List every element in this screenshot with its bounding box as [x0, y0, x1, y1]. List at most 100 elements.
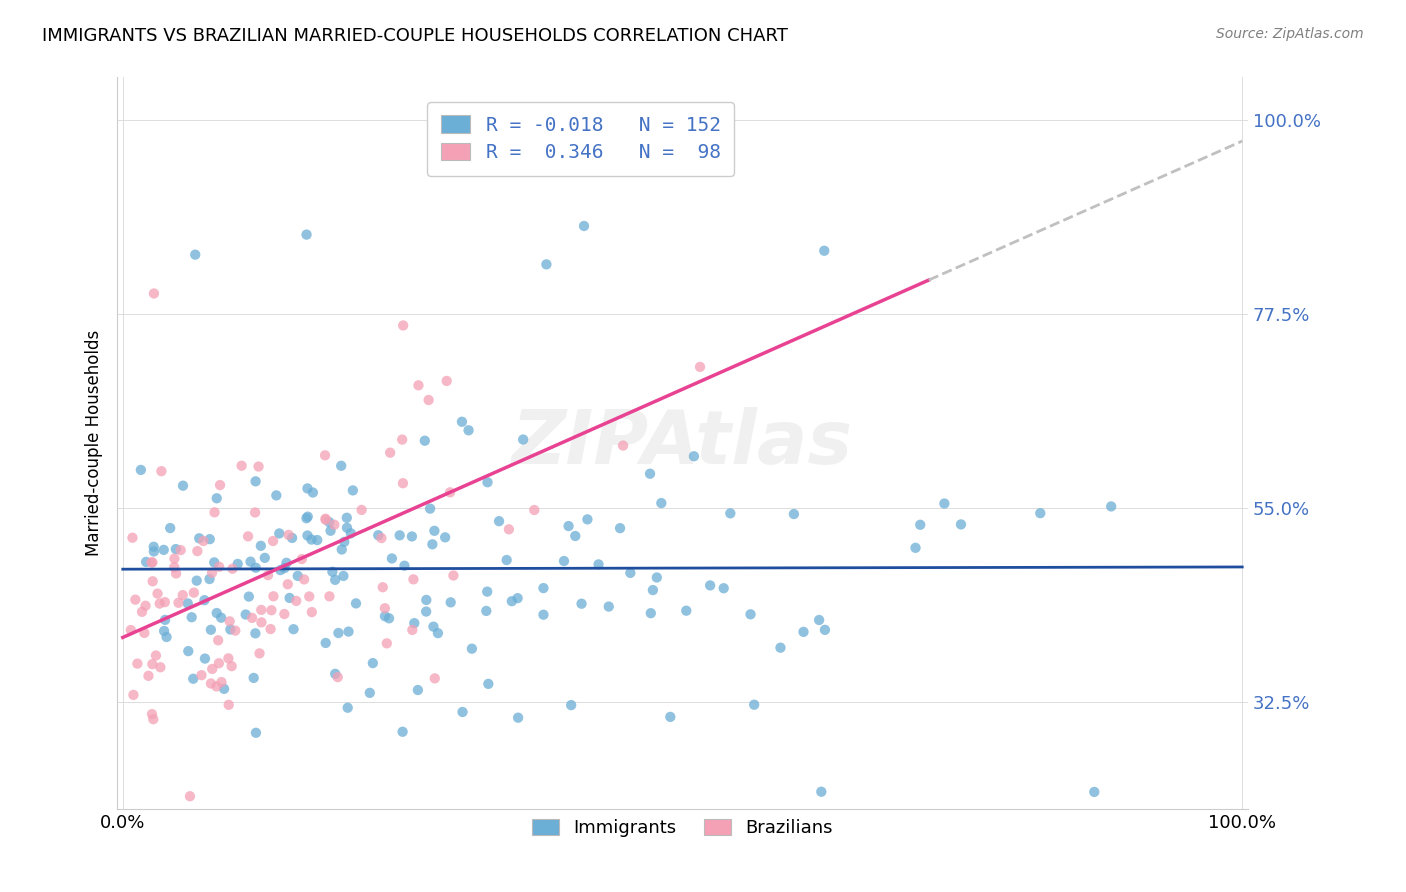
Point	[441, 568, 464, 582]
Text: ZIPAtlas: ZIPAtlas	[512, 407, 853, 480]
Point	[422, 537, 444, 551]
Point	[439, 485, 461, 500]
Point	[121, 531, 143, 545]
Point	[423, 672, 446, 686]
Point	[200, 623, 222, 637]
Point	[323, 517, 346, 532]
Point	[149, 660, 172, 674]
Point	[184, 247, 207, 261]
Point	[415, 593, 437, 607]
Point	[367, 528, 389, 542]
Point	[283, 622, 305, 636]
Point	[350, 503, 373, 517]
Point	[135, 555, 157, 569]
Point	[536, 257, 558, 271]
Point	[404, 616, 426, 631]
Point	[201, 662, 224, 676]
Point	[239, 555, 262, 569]
Point	[426, 626, 449, 640]
Point	[374, 601, 396, 615]
Point	[172, 478, 194, 492]
Point	[359, 686, 381, 700]
Point	[344, 596, 367, 610]
Point	[640, 606, 662, 620]
Point	[571, 597, 593, 611]
Legend: Immigrants, Brazilians: Immigrants, Brazilians	[524, 812, 841, 844]
Point	[394, 558, 416, 573]
Point	[269, 563, 291, 577]
Point	[689, 359, 711, 374]
Point	[440, 595, 463, 609]
Point	[501, 594, 523, 608]
Point	[219, 623, 242, 637]
Point	[326, 670, 349, 684]
Point	[141, 657, 163, 672]
Point	[641, 583, 664, 598]
Point	[163, 551, 186, 566]
Point	[235, 607, 257, 622]
Point	[152, 542, 174, 557]
Point	[315, 636, 337, 650]
Point	[740, 607, 762, 622]
Point	[167, 596, 190, 610]
Point	[209, 610, 232, 624]
Point	[718, 506, 741, 520]
Point	[330, 458, 353, 473]
Point	[508, 711, 530, 725]
Point	[153, 624, 176, 638]
Point	[298, 590, 321, 604]
Point	[742, 698, 765, 712]
Point	[218, 698, 240, 712]
Point	[315, 513, 337, 527]
Point	[149, 597, 172, 611]
Point	[330, 542, 353, 557]
Point	[477, 584, 499, 599]
Point	[475, 604, 498, 618]
Point	[278, 591, 301, 605]
Text: Source: ZipAtlas.com: Source: ZipAtlas.com	[1216, 27, 1364, 41]
Point	[683, 449, 706, 463]
Point	[461, 641, 484, 656]
Point	[319, 524, 342, 538]
Point	[231, 458, 253, 473]
Point	[186, 544, 208, 558]
Point	[269, 526, 291, 541]
Point	[141, 556, 163, 570]
Point	[297, 509, 319, 524]
Point	[378, 445, 401, 459]
Point	[120, 623, 142, 637]
Point	[142, 544, 165, 558]
Point	[134, 626, 156, 640]
Point	[273, 607, 295, 621]
Point	[193, 593, 215, 607]
Point	[250, 539, 273, 553]
Point	[297, 482, 319, 496]
Point	[217, 651, 239, 665]
Point	[814, 623, 837, 637]
Point	[281, 531, 304, 545]
Point	[201, 566, 224, 580]
Point	[242, 671, 264, 685]
Point	[370, 531, 392, 545]
Point	[333, 534, 356, 549]
Point	[564, 529, 586, 543]
Point	[188, 531, 211, 545]
Point	[315, 511, 337, 525]
Point	[332, 569, 354, 583]
Point	[277, 577, 299, 591]
Point	[172, 588, 194, 602]
Point	[142, 540, 165, 554]
Point	[498, 522, 520, 536]
Point	[142, 574, 165, 589]
Point	[457, 423, 479, 437]
Point	[150, 464, 173, 478]
Point	[236, 529, 259, 543]
Point	[378, 611, 401, 625]
Point	[142, 712, 165, 726]
Point	[337, 624, 360, 639]
Point	[713, 581, 735, 595]
Point	[769, 640, 792, 655]
Point	[297, 528, 319, 542]
Point	[153, 613, 176, 627]
Point	[131, 605, 153, 619]
